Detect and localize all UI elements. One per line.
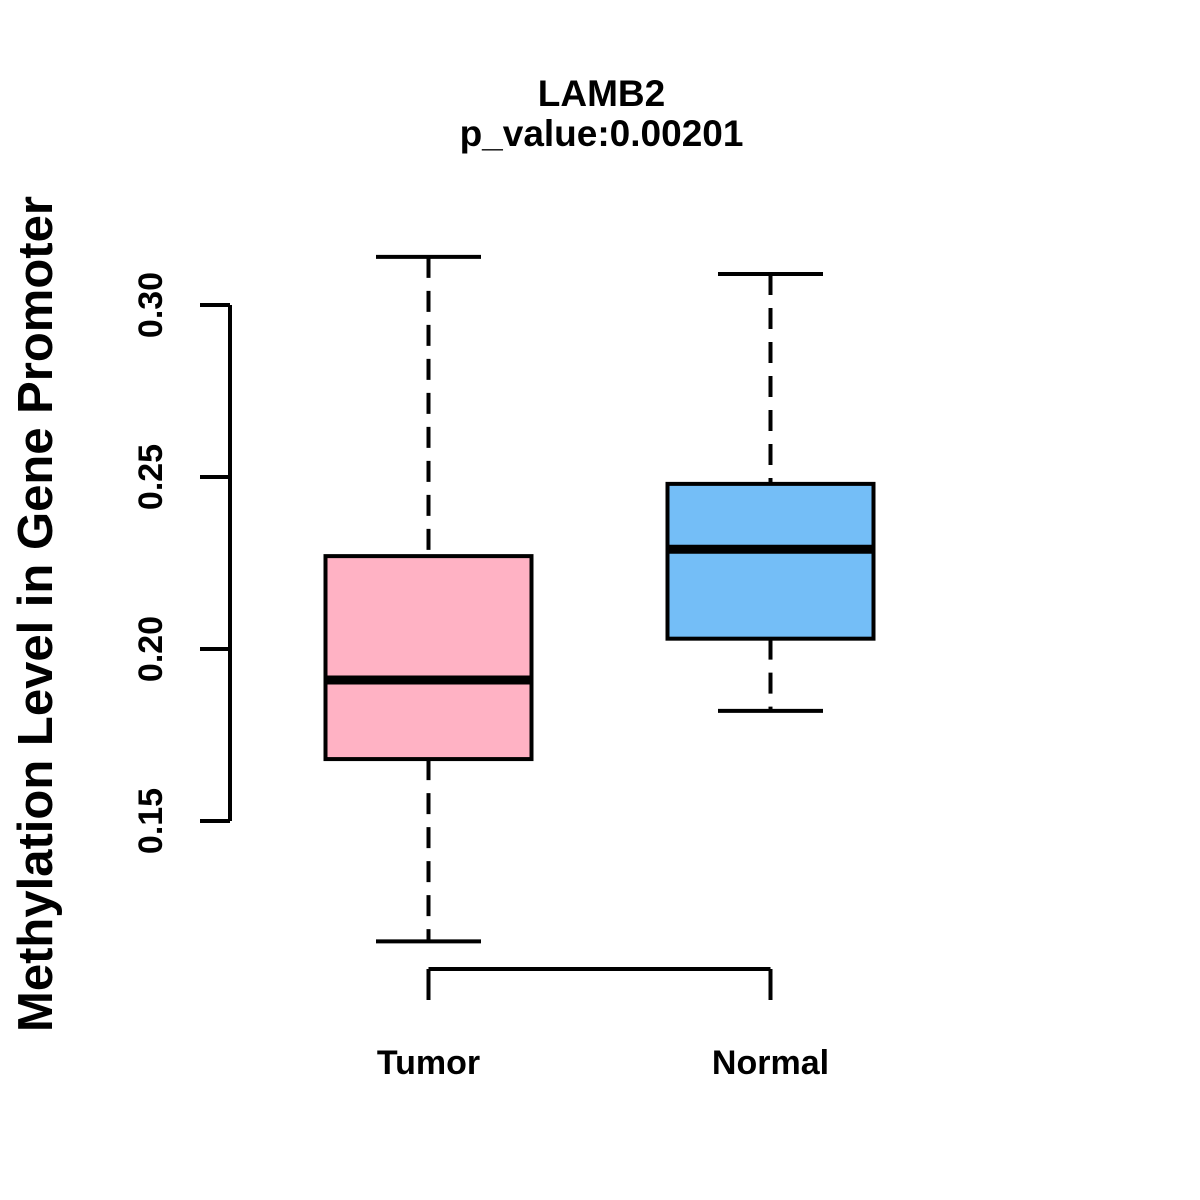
y-tick-label: 0.25 — [132, 444, 170, 510]
y-tick-label: 0.20 — [132, 616, 170, 682]
tumor-box — [323, 554, 534, 762]
chart-title-block: LAMB2 p_value:0.00201 — [0, 74, 1200, 154]
normal-box — [665, 481, 876, 641]
y-tick-label: 0.15 — [132, 788, 170, 854]
chart-subtitle: p_value:0.00201 — [459, 113, 744, 154]
chart-title: LAMB2 — [537, 73, 666, 114]
y-tick-label: 0.30 — [132, 272, 170, 338]
x-category-label: Normal — [712, 1044, 829, 1082]
x-category-label: Tumor — [377, 1044, 480, 1082]
